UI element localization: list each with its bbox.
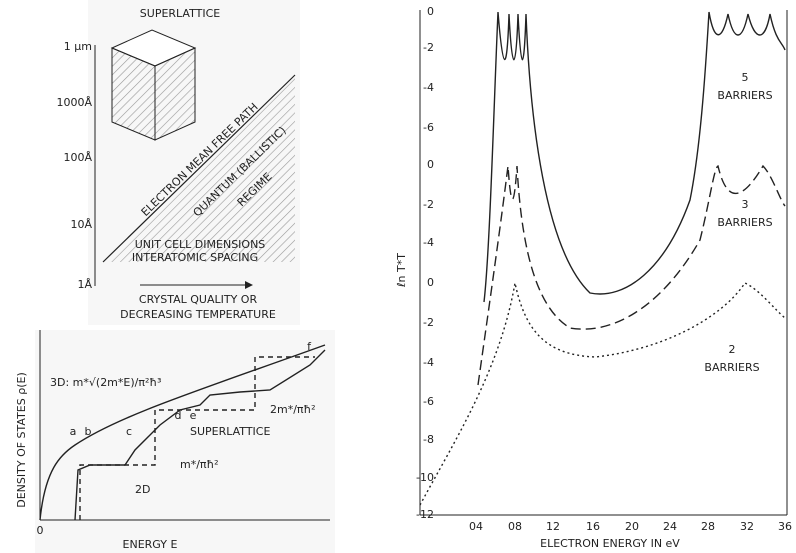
y-tick-label: -6	[423, 121, 434, 134]
x-tick-label: 16	[586, 520, 600, 533]
cube	[110, 29, 197, 141]
y-label: 100Å	[63, 151, 92, 164]
x-tick-label: 24	[663, 520, 677, 533]
y-tick-label: -4	[423, 81, 434, 94]
point-label: c	[126, 425, 132, 438]
curve-label: m*/πħ²	[180, 458, 219, 471]
point-label: b	[85, 425, 92, 438]
point-label: a	[70, 425, 77, 438]
y-tick-label: 0	[427, 276, 434, 289]
y-tick-label: -2	[423, 198, 434, 211]
curve-label: BARRIERS	[717, 216, 772, 229]
y-tick-label: 0	[427, 158, 434, 171]
curve-2-barriers	[419, 282, 786, 506]
panel-bg	[35, 330, 335, 553]
point-label: e	[190, 409, 197, 422]
panel-transmission	[419, 10, 788, 516]
y-label: 1000Å	[56, 96, 92, 109]
y-label: ℓn T*T	[395, 253, 408, 288]
curve-3d	[39, 344, 326, 521]
y-tick-label: -2	[423, 41, 434, 54]
curve-5-barriers	[483, 11, 786, 303]
point-label: f	[307, 340, 312, 353]
curve-label: 2	[729, 343, 736, 356]
y-tick-label: 0	[427, 5, 434, 18]
y-tick-label: -6	[423, 395, 434, 408]
y-tick-label: -10	[416, 471, 434, 484]
y-tick-label: -2	[423, 316, 434, 329]
origin-label: 0	[37, 524, 44, 537]
mean-free-path-line	[102, 74, 296, 263]
curve-label: SUPERLATTICE	[190, 425, 270, 438]
x-tick-label: 04	[469, 520, 483, 533]
y-tick-label: -4	[423, 356, 434, 369]
y-label: 10Å	[70, 218, 92, 231]
x-tick-label: 28	[701, 520, 715, 533]
x-label: CRYSTAL QUALITY OR	[139, 293, 258, 306]
x-label: ELECTRON ENERGY IN eV	[540, 537, 680, 550]
curve-label: 3	[742, 198, 749, 211]
y-label: DENSITY OF STATES ρ(E)	[15, 372, 28, 507]
curve-label: BARRIERS	[717, 89, 772, 102]
region-label: UNIT CELL DIMENSIONS	[135, 238, 266, 251]
x-label: ENERGY E	[123, 538, 178, 551]
curve-label: 5	[742, 71, 749, 84]
panel-scales	[88, 0, 300, 325]
y-tick-label: -12	[416, 508, 434, 521]
curve-2d	[79, 356, 315, 520]
x-tick-label: 08	[508, 520, 522, 533]
x-tick-label: 20	[625, 520, 639, 533]
panel-dos	[35, 330, 335, 553]
x-tick-label: 36	[778, 520, 792, 533]
x-tick-label: 32	[740, 520, 754, 533]
x-label: DECREASING TEMPERATURE	[120, 308, 276, 321]
y-label: 1Å	[77, 278, 92, 291]
curve-superlattice	[74, 349, 326, 521]
point-label: d	[175, 409, 182, 422]
curve-label: 3D: m*√(2m*E)/π²ħ³	[50, 376, 161, 389]
panel-title: SUPERLATTICE	[140, 7, 220, 20]
y-tick-label: -8	[423, 433, 434, 446]
region-label: INTERATOMIC SPACING	[132, 251, 258, 264]
y-tick-label: -4	[423, 236, 434, 249]
curve-label: 2m*/πħ²	[270, 403, 316, 416]
curve-label: BARRIERS	[704, 361, 759, 374]
curve-3-barriers	[477, 164, 786, 386]
curve-label: 2D	[135, 483, 150, 496]
y-label: 1 μm	[64, 40, 92, 53]
x-tick-label: 12	[546, 520, 560, 533]
arrowhead	[245, 281, 253, 289]
